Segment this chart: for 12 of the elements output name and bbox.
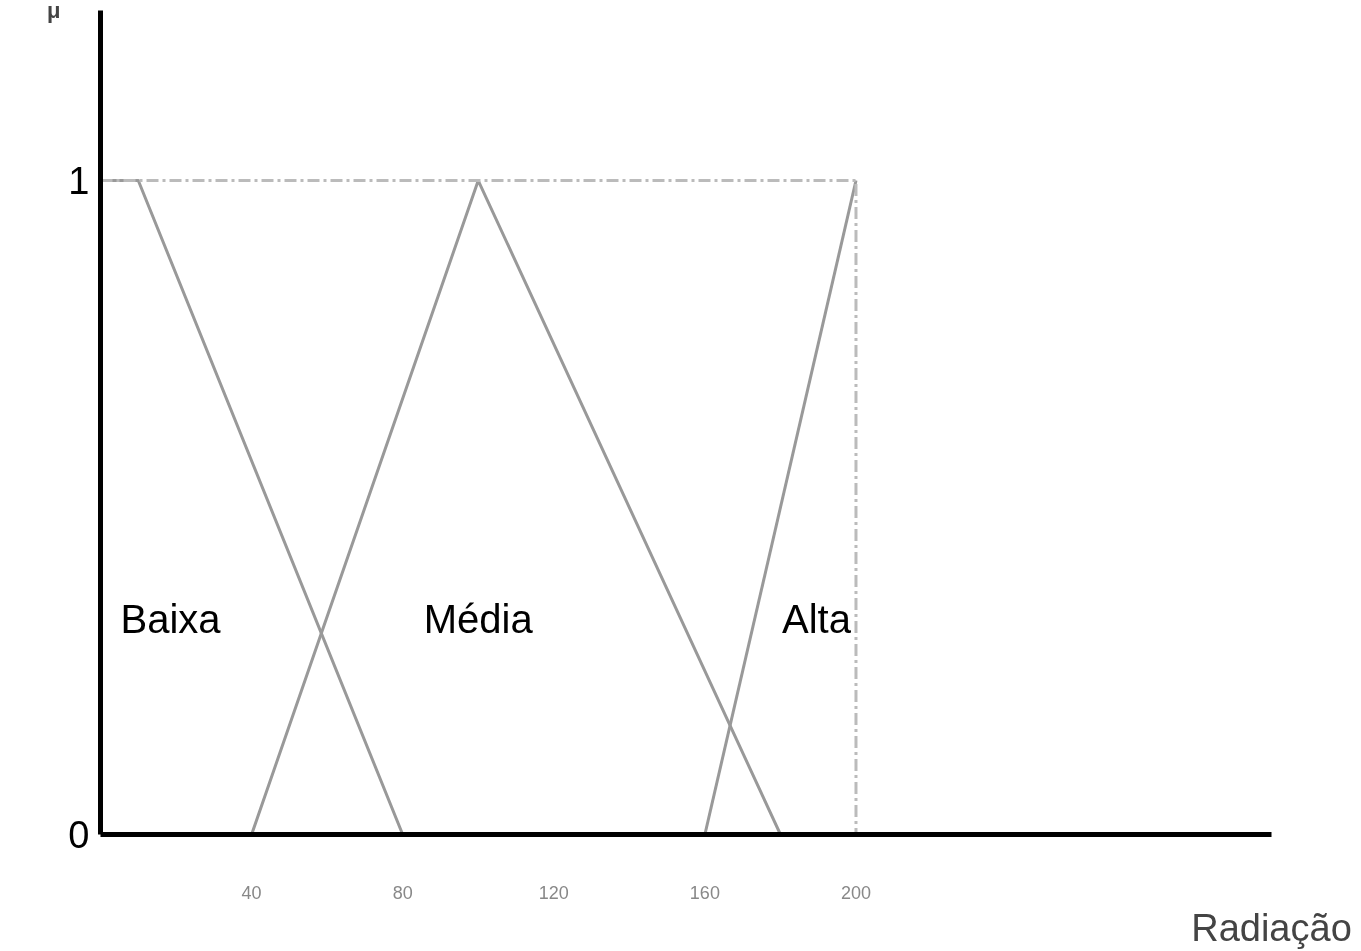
x-tick-label: 160 (689, 882, 720, 903)
x-axis-title: Radiação (1191, 906, 1352, 949)
series-label: Alta (782, 596, 852, 641)
x-tick-label: 80 (392, 882, 413, 903)
y-tick-label: 1 (68, 160, 90, 203)
x-tick-label: 200 (840, 882, 872, 903)
y-axis-title: μ (46, 0, 61, 23)
series-label: Baixa (120, 596, 222, 641)
y-tick-label: 0 (68, 814, 90, 856)
x-tick-label: 40 (241, 882, 262, 903)
text: Média (423, 596, 534, 641)
x-tick-label: 120 (538, 882, 569, 903)
